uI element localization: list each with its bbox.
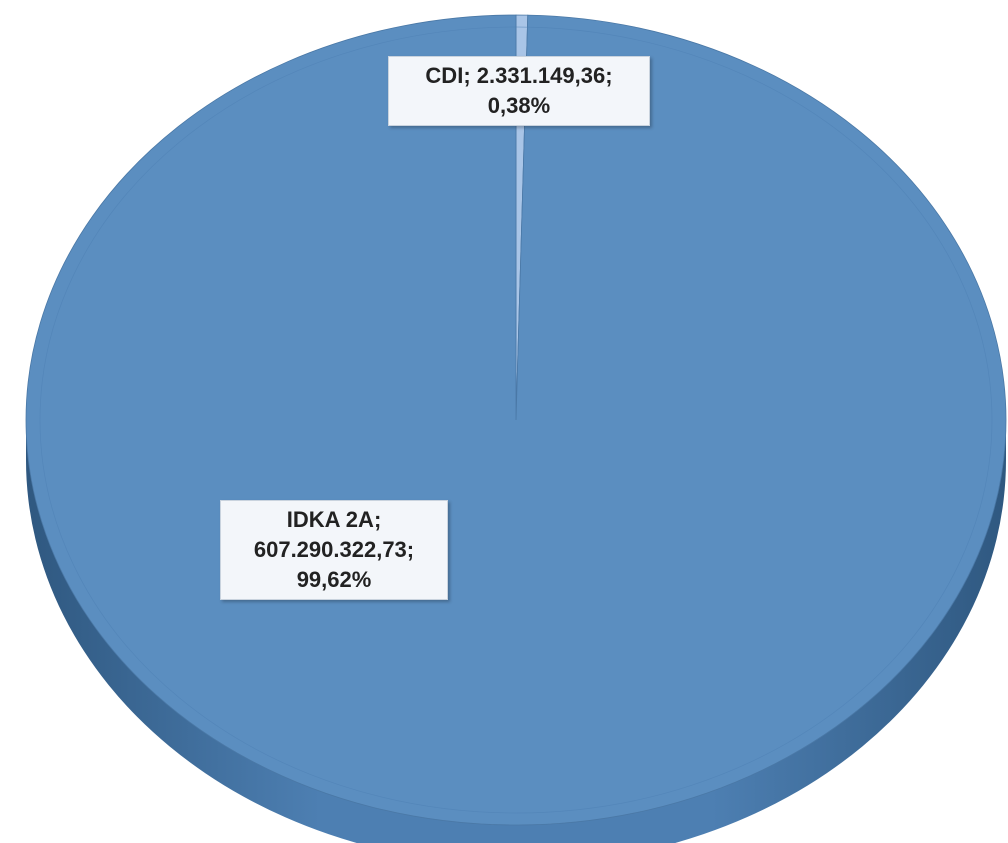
label-text: 0,38%	[487, 93, 551, 118]
label-text: 607.290.322,73	[253, 537, 407, 562]
label-text: ;	[373, 507, 382, 532]
label-text: ;	[406, 537, 415, 562]
label-text: 607.290.322,73;	[254, 535, 414, 565]
label-text: CDI;	[425, 61, 470, 91]
label-text: 99,62%	[296, 567, 372, 592]
data-label: IDKA 2A; 607.290.322,73; 99,62%	[220, 500, 448, 600]
label-text: CDI	[425, 63, 464, 88]
label-text: ;	[605, 63, 613, 88]
label-text: 2.331.149,36;	[477, 61, 613, 91]
label-text: IDKA 2A	[286, 507, 374, 532]
data-label: CDI; 2.331.149,36; 0,38%	[388, 56, 650, 126]
pie-slice	[25, 14, 1007, 826]
label-text: ;	[463, 63, 471, 88]
label-text: 2.331.149,36	[476, 63, 606, 88]
pie-rim	[39, 26, 993, 814]
label-text: IDKA 2A;	[287, 505, 382, 535]
